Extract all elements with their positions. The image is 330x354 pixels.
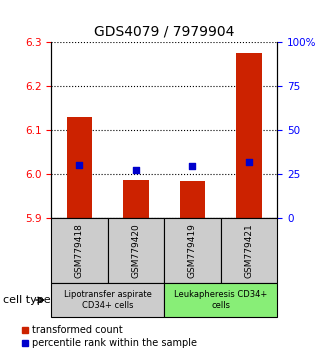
Bar	[67, 117, 92, 218]
Point	[246, 159, 251, 165]
Title: GDS4079 / 7979904: GDS4079 / 7979904	[94, 24, 234, 39]
Point	[190, 163, 195, 169]
Bar	[108, 218, 164, 283]
Legend: transformed count, percentile rank within the sample: transformed count, percentile rank withi…	[21, 325, 197, 348]
Text: cell type: cell type	[3, 295, 51, 305]
Bar	[51, 283, 164, 317]
Text: GSM779419: GSM779419	[188, 223, 197, 278]
Text: Lipotransfer aspirate
CD34+ cells: Lipotransfer aspirate CD34+ cells	[64, 290, 151, 310]
Bar	[221, 218, 277, 283]
Text: Leukapheresis CD34+
cells: Leukapheresis CD34+ cells	[174, 290, 267, 310]
Bar	[180, 181, 205, 218]
Text: GSM779420: GSM779420	[131, 223, 141, 278]
Point	[133, 167, 139, 173]
Bar	[236, 53, 262, 218]
Text: GSM779418: GSM779418	[75, 223, 84, 278]
Bar	[51, 218, 108, 283]
Point	[77, 162, 82, 168]
Text: GSM779421: GSM779421	[245, 223, 253, 278]
Bar	[164, 283, 277, 317]
Bar	[123, 181, 148, 218]
Bar	[164, 218, 221, 283]
